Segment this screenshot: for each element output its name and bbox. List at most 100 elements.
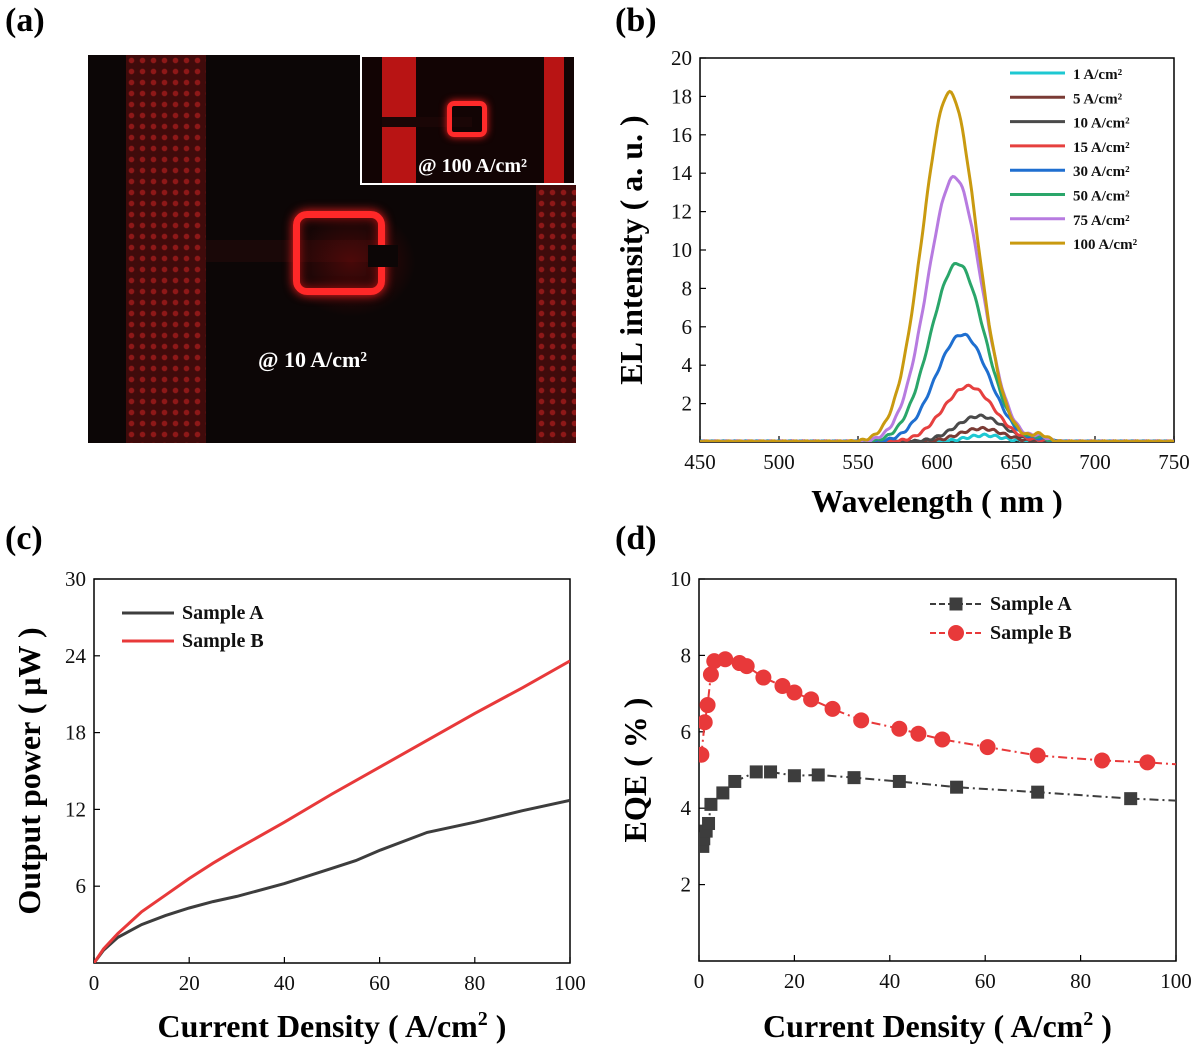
series-line — [701, 770, 1176, 847]
inset-emitting-pad — [447, 101, 487, 137]
data-point — [847, 771, 861, 785]
x-axis-label: Current Density ( A/cm2 ) — [158, 1008, 507, 1044]
data-point — [702, 816, 716, 830]
legend-label: Sample B — [182, 630, 264, 652]
data-point — [699, 697, 716, 714]
series-line — [94, 798, 570, 963]
x-tick-label: 0 — [89, 971, 100, 995]
data-point — [764, 765, 778, 779]
y-tick-label: 6 — [682, 315, 693, 339]
panel-label-a: (a) — [5, 2, 45, 39]
series-line — [700, 89, 1174, 442]
photo-annotation: @ 10 A/cm² — [258, 347, 367, 372]
data-point — [1124, 792, 1138, 806]
x-tick-label: 100 — [554, 971, 586, 995]
legend-label: 30 A/cm² — [1073, 164, 1130, 180]
inset-micrograph: @ 100 A/cm² — [360, 55, 576, 185]
series-group — [700, 89, 1174, 442]
legend-label: 10 A/cm² — [1073, 116, 1130, 132]
plot-frame — [698, 578, 1177, 962]
data-point — [738, 658, 755, 675]
plot-frame — [93, 578, 571, 964]
data-point — [787, 769, 801, 783]
data-point — [1031, 785, 1045, 799]
x-tick-label: 20 — [179, 971, 200, 995]
panel-label-b: (b) — [615, 2, 657, 39]
data-point — [811, 768, 825, 782]
data-point — [824, 700, 841, 717]
data-point — [699, 746, 710, 763]
y-tick-label: 16 — [671, 123, 692, 147]
data-point — [755, 669, 772, 686]
data-point — [699, 839, 710, 853]
data-point — [704, 797, 718, 811]
x-tick-label: 80 — [464, 971, 485, 995]
inset-contact-line — [382, 117, 472, 127]
x-axis-label: Current Density ( A/cm2 ) — [763, 1008, 1112, 1044]
y-tick-label: 30 — [65, 567, 86, 591]
y-tick-label: 8 — [681, 643, 692, 667]
data-point — [699, 832, 711, 846]
chart-output-power: 0 20 40 60 80 100 6 12 18 24 30 Current Density ( A… — [11, 567, 586, 1044]
y-tick-label: 6 — [681, 720, 692, 744]
legend-label: 1 A/cm² — [1073, 67, 1123, 83]
x-tick-label: 0 — [694, 969, 705, 993]
electrode-strip-left — [126, 55, 206, 443]
x-tick-label: 750 — [1158, 450, 1190, 474]
y-tick-label: 10 — [670, 567, 691, 591]
series-line — [94, 659, 570, 963]
legend-label: 50 A/cm² — [1073, 189, 1130, 205]
data-point — [1029, 747, 1046, 764]
x-tick-label: 60 — [369, 971, 390, 995]
x-tick-label: 20 — [784, 969, 805, 993]
series-group — [699, 651, 1176, 853]
data-point — [786, 684, 803, 701]
y-tick-label: 4 — [681, 796, 692, 820]
y-tick-label: 8 — [682, 276, 693, 300]
legend-marker — [948, 625, 964, 641]
series-group — [94, 659, 570, 963]
x-tick-label: 450 — [684, 450, 716, 474]
pad-gap — [368, 245, 398, 267]
data-point — [728, 774, 742, 788]
series-line — [700, 658, 1176, 766]
y-tick-label: 18 — [65, 721, 86, 745]
data-point — [1139, 754, 1156, 771]
data-point — [950, 780, 964, 794]
data-point — [749, 765, 763, 779]
legend-label: 75 A/cm² — [1073, 213, 1130, 229]
inset-annotation: @ 100 A/cm² — [418, 155, 528, 177]
y-tick-label: 2 — [681, 873, 692, 897]
x-tick-label: 40 — [274, 971, 295, 995]
data-point — [717, 651, 734, 668]
device-micrograph: @ 10 A/cm² @ 100 A/cm² — [88, 55, 576, 443]
y-tick-label: 14 — [671, 161, 693, 185]
y-tick-label: 4 — [682, 353, 693, 377]
y-tick-label: 24 — [65, 644, 87, 668]
x-tick-label: 600 — [921, 450, 953, 474]
legend-label: 100 A/cm² — [1073, 237, 1138, 253]
y-tick-label: 20 — [671, 46, 692, 70]
data-point — [934, 731, 951, 748]
x-tick-label: 700 — [1079, 450, 1111, 474]
x-tick-label: 40 — [879, 969, 900, 993]
data-point — [1094, 752, 1111, 769]
x-tick-label: 100 — [1160, 969, 1192, 993]
chart-eqe: 0 20 40 60 80 100 2 4 6 8 10 Current Density ( A/cm… — [617, 567, 1192, 1044]
data-point — [979, 739, 996, 756]
y-axis-label: EQE ( % ) — [617, 698, 653, 843]
x-axis-label: Wavelength ( nm ) — [811, 483, 1063, 519]
panel-label-c: (c) — [5, 520, 43, 557]
series-line — [700, 332, 1174, 442]
data-point — [702, 666, 719, 683]
data-point — [910, 725, 927, 742]
data-point — [891, 720, 908, 737]
x-tick-label: 650 — [1000, 450, 1032, 474]
y-axis-label: Output power ( μW ) — [11, 627, 47, 914]
inset-electrode-right — [544, 57, 564, 183]
y-tick-label: 10 — [671, 238, 692, 262]
legend-marker — [949, 597, 963, 611]
legend-label: 5 A/cm² — [1073, 91, 1123, 107]
legend-label: Sample A — [182, 602, 264, 624]
y-tick-label: 12 — [671, 200, 692, 224]
